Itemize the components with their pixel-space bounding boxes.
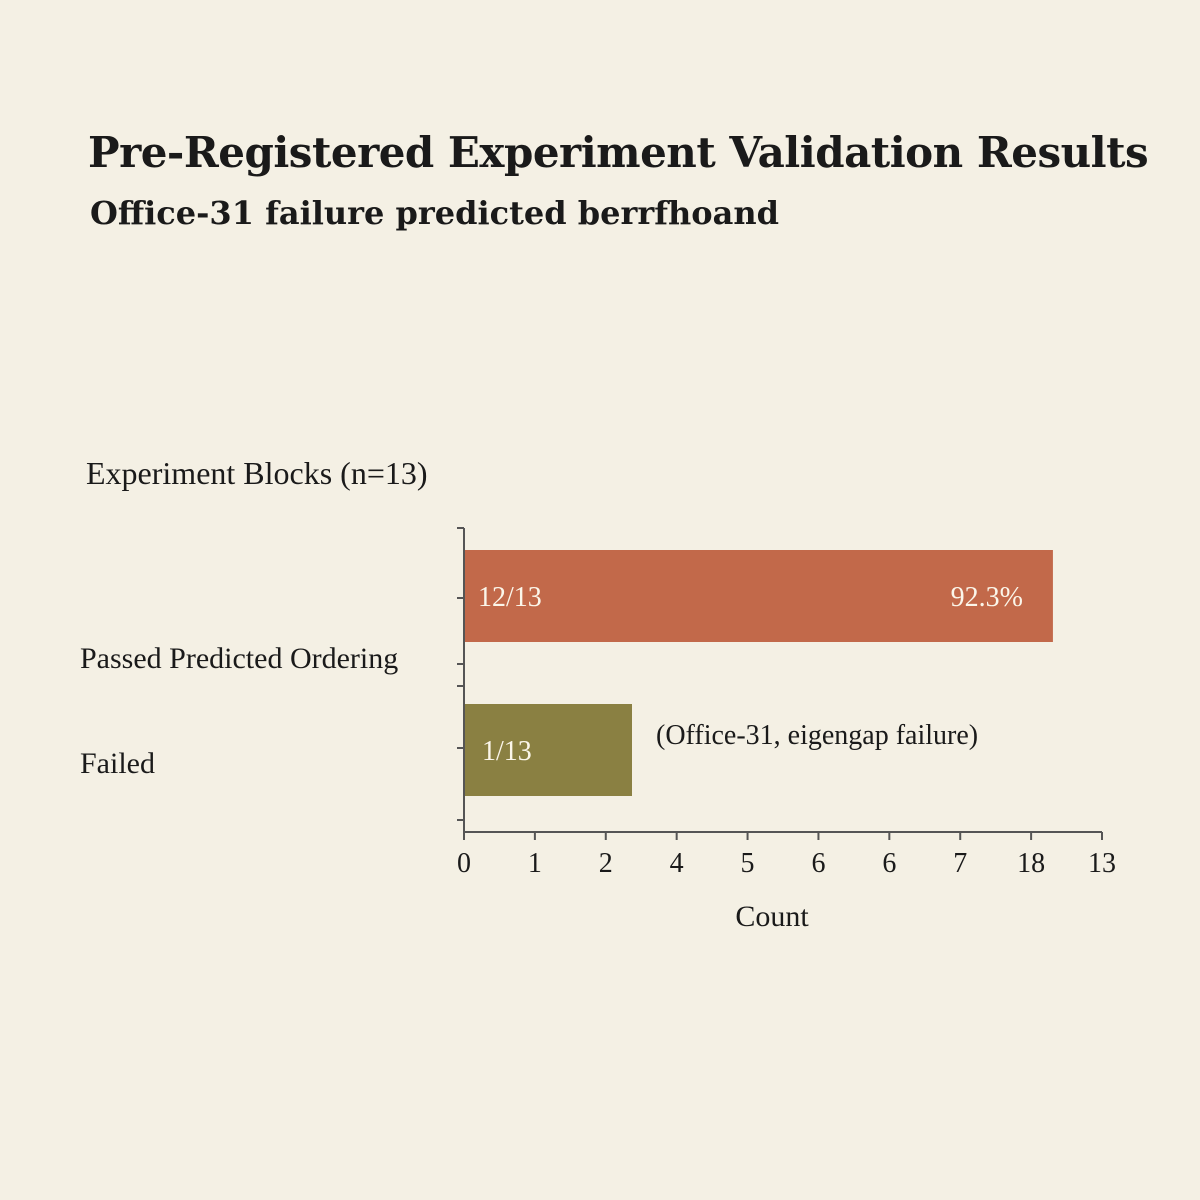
- category-label: Failed: [80, 747, 155, 780]
- bar-passed: [464, 550, 1053, 642]
- x-tick-label: 0: [457, 848, 471, 879]
- x-tick-label: 2: [599, 848, 613, 879]
- x-tick-label: 4: [670, 848, 684, 879]
- x-tick-label: 6: [882, 848, 896, 879]
- bar-failed: [464, 704, 632, 796]
- group-label: Experiment Blocks (n=13): [86, 455, 428, 491]
- bar-percent-label: 92.3%: [951, 582, 1023, 613]
- x-tick-label: 7: [953, 848, 967, 879]
- bar-annotation: (Office-31, eigengap failure): [656, 720, 978, 751]
- chart-title: Pre-Registered Experiment Validation Res…: [88, 128, 1149, 177]
- x-tick-label: 18: [1017, 848, 1045, 879]
- x-tick-label: 13: [1088, 848, 1116, 879]
- bar-data-label: 12/13: [478, 582, 542, 613]
- x-tick-label: 6: [811, 848, 825, 879]
- x-tick-label: 1: [528, 848, 542, 879]
- chart-subtitle: Office-31 failure predicted berrfhoand: [90, 194, 779, 232]
- x-axis-title: Count: [735, 900, 809, 933]
- bar-data-label: 1/13: [482, 736, 532, 767]
- category-label: Passed Predicted Ordering: [80, 642, 398, 675]
- x-tick-label: 5: [741, 848, 755, 879]
